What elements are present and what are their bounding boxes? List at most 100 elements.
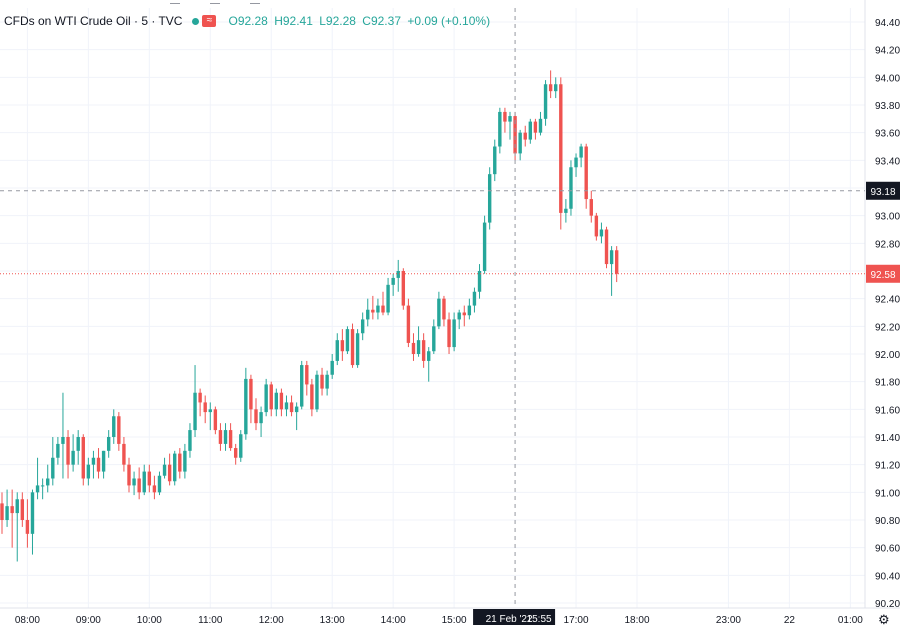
candle-body[interactable] — [289, 402, 294, 413]
candle-body[interactable] — [411, 342, 416, 354]
candle-body[interactable] — [81, 437, 85, 479]
candle-body[interactable] — [513, 116, 517, 154]
candle-body[interactable] — [381, 305, 385, 313]
candle-body[interactable] — [366, 309, 370, 320]
candle-body[interactable] — [40, 485, 45, 487]
candle-body[interactable] — [503, 111, 507, 122]
candle-body[interactable] — [569, 167, 573, 209]
candle-body[interactable] — [157, 475, 162, 493]
candle-body[interactable] — [533, 121, 538, 133]
candle-body[interactable] — [401, 271, 406, 306]
candle-body[interactable] — [391, 277, 395, 285]
candle-body[interactable] — [5, 506, 9, 520]
eye-dots-icon[interactable] — [192, 17, 200, 25]
candle-body[interactable] — [101, 450, 106, 472]
candle-body[interactable] — [538, 118, 543, 133]
candle-body[interactable] — [447, 319, 451, 348]
candle-body[interactable] — [193, 392, 197, 431]
candle-body[interactable] — [396, 271, 400, 278]
candle-body[interactable] — [325, 374, 329, 389]
candle-body[interactable] — [51, 457, 55, 479]
candle-body[interactable] — [66, 437, 70, 465]
candle-body[interactable] — [213, 409, 218, 431]
candle-body[interactable] — [239, 434, 243, 458]
candle-body[interactable] — [432, 326, 436, 352]
candle-body[interactable] — [178, 453, 182, 472]
candle-body[interactable] — [315, 374, 319, 410]
candle-body[interactable] — [467, 305, 472, 316]
candle-body[interactable] — [355, 333, 360, 366]
candle-body[interactable] — [112, 416, 116, 437]
candle-body[interactable] — [249, 378, 253, 410]
candle-body[interactable] — [386, 284, 390, 313]
candle-body[interactable] — [233, 448, 238, 458]
candle-body[interactable] — [482, 222, 487, 271]
candle-body[interactable] — [543, 84, 548, 119]
candle-body[interactable] — [528, 121, 533, 140]
candle-body[interactable] — [254, 409, 258, 424]
candle-body[interactable] — [609, 250, 614, 265]
candle-body[interactable] — [25, 520, 30, 534]
candle-body[interactable] — [564, 208, 568, 213]
candle-body[interactable] — [594, 215, 599, 237]
wave-icon[interactable]: ≈ — [202, 15, 217, 27]
candle-body[interactable] — [20, 499, 25, 520]
candle-body[interactable] — [284, 402, 289, 410]
candle-body[interactable] — [0, 503, 4, 520]
candle-body[interactable] — [218, 430, 223, 444]
candle-body[interactable] — [305, 365, 309, 385]
candle-body[interactable] — [472, 291, 477, 306]
candle-body[interactable] — [589, 199, 593, 216]
candle-body[interactable] — [442, 298, 446, 320]
candle-body[interactable] — [493, 146, 497, 175]
candle-body[interactable] — [462, 312, 466, 316]
candle-body[interactable] — [437, 298, 441, 327]
candle-body[interactable] — [10, 506, 14, 514]
symbol-title[interactable]: CFDs on WTI Crude Oil · 5 · TVC — [4, 14, 183, 28]
candle-body[interactable] — [457, 312, 461, 320]
gear-icon[interactable]: ⚙ — [878, 612, 890, 627]
candle-body[interactable] — [173, 453, 177, 482]
candle-body[interactable] — [330, 360, 334, 375]
candle-body[interactable] — [345, 329, 350, 352]
candle-body[interactable] — [360, 319, 365, 334]
candle-body[interactable] — [30, 492, 35, 534]
candle-body[interactable] — [498, 111, 502, 147]
candle-body[interactable] — [274, 392, 279, 410]
candle-body[interactable] — [208, 409, 212, 413]
candle-body[interactable] — [106, 437, 111, 451]
candle-body[interactable] — [554, 84, 558, 92]
candle-body[interactable] — [416, 340, 421, 354]
candle-body[interactable] — [188, 430, 192, 451]
candle-body[interactable] — [76, 437, 80, 451]
candle-body[interactable] — [127, 464, 131, 486]
candle-body[interactable] — [91, 457, 96, 465]
candle-body[interactable] — [96, 457, 101, 472]
candle-body[interactable] — [523, 132, 527, 140]
candle-body[interactable] — [46, 478, 50, 486]
candle-body[interactable] — [15, 499, 19, 514]
candle-body[interactable] — [508, 116, 512, 122]
candle-body[interactable] — [376, 305, 380, 313]
candle-body[interactable] — [421, 340, 426, 361]
candle-body[interactable] — [269, 384, 273, 410]
candle-body[interactable] — [132, 478, 136, 486]
candle-body[interactable] — [559, 84, 563, 213]
candle-body[interactable] — [203, 402, 207, 413]
candle-body[interactable] — [452, 319, 456, 348]
candle-body[interactable] — [548, 84, 553, 92]
candle-body[interactable] — [137, 478, 141, 493]
candle-body[interactable] — [147, 471, 152, 486]
candle-body[interactable] — [122, 443, 126, 465]
candle-body[interactable] — [117, 416, 121, 444]
candle-body[interactable] — [518, 132, 522, 154]
candle-body[interactable] — [614, 250, 619, 274]
candle-body[interactable] — [279, 392, 284, 410]
candle-body[interactable] — [35, 485, 40, 493]
legend-toggle[interactable]: ≈ — [192, 15, 217, 27]
candle-body[interactable] — [142, 471, 146, 493]
candle-body[interactable] — [350, 329, 355, 366]
candle-body[interactable] — [584, 146, 588, 200]
